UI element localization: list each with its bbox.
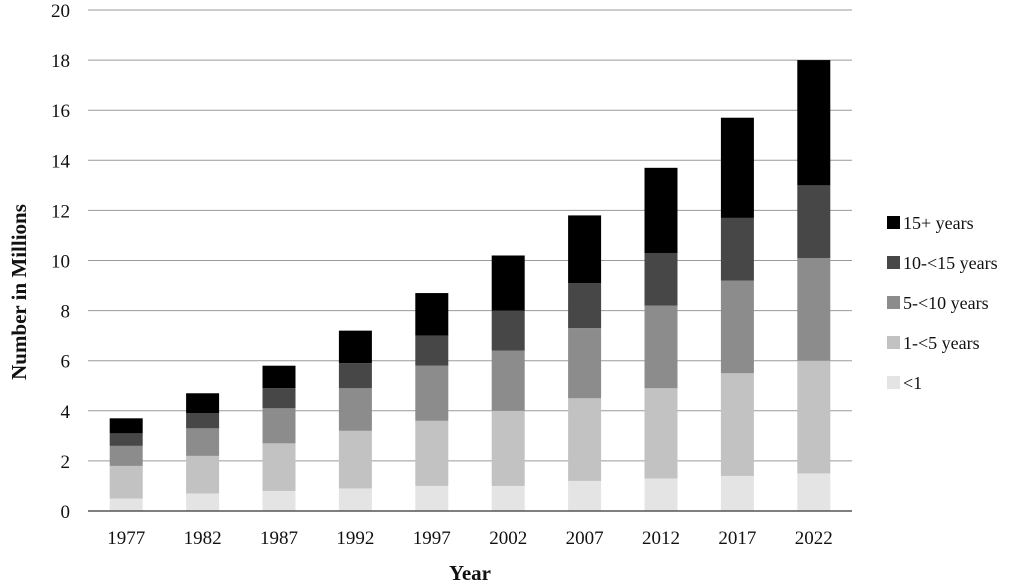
bar-segment xyxy=(415,365,449,421)
bar-segment xyxy=(415,335,449,366)
bar-segment xyxy=(720,280,754,374)
bar-segment xyxy=(262,408,296,444)
bar-segment xyxy=(644,167,678,253)
y-tick-label: 16 xyxy=(51,101,70,122)
y-tick-label: 18 xyxy=(51,51,70,72)
bar-segment xyxy=(262,388,296,409)
bar-segment xyxy=(797,185,831,258)
x-tick-label: 1987 xyxy=(260,528,298,549)
bar-segment xyxy=(338,330,372,364)
legend-entry: 1-<5 years xyxy=(887,333,980,353)
bar-segment xyxy=(797,257,831,361)
bar-segment xyxy=(109,433,143,446)
x-tick-label: 2007 xyxy=(566,528,604,549)
legend-label: <1 xyxy=(903,373,922,393)
bar-segment xyxy=(338,363,372,389)
x-tick-label: 1992 xyxy=(336,528,374,549)
y-tick-label: 0 xyxy=(61,502,71,523)
bar-segment xyxy=(109,498,143,511)
x-tick-label: 2012 xyxy=(642,528,680,549)
bar-segment xyxy=(186,393,220,414)
bar-segment xyxy=(720,475,754,511)
bar-segment xyxy=(720,217,754,281)
bar-segment xyxy=(797,60,831,186)
y-tick-label: 10 xyxy=(51,252,70,273)
bar-segment xyxy=(415,485,449,511)
bar-segment xyxy=(720,373,754,476)
legend-entry: <1 xyxy=(887,373,922,393)
legend-swatch xyxy=(887,256,900,269)
x-tick-label: 2022 xyxy=(795,528,833,549)
bar-segment xyxy=(720,117,754,218)
bar-segment xyxy=(186,413,220,429)
legend-entry: 15+ years xyxy=(887,213,974,233)
bar-segment xyxy=(262,365,296,389)
legend: 15+ years 10-<15 years 5-<10 years 1-<5 yea… xyxy=(887,213,998,393)
legend-swatch xyxy=(887,296,900,309)
x-tick-label: 1977 xyxy=(107,528,145,549)
bar-segment xyxy=(109,445,143,466)
bar-segment xyxy=(186,455,220,494)
bar-segment xyxy=(568,328,602,399)
bar-segment xyxy=(568,283,602,329)
y-tick-label: 8 xyxy=(61,302,71,323)
bar-segment xyxy=(415,293,449,336)
bar-segment xyxy=(338,388,372,431)
bar-segment xyxy=(568,398,602,481)
bar-segment xyxy=(491,255,525,311)
x-tick-label: 1982 xyxy=(184,528,222,549)
bar-segment xyxy=(644,388,678,479)
legend-swatch xyxy=(887,216,900,229)
bar-segment xyxy=(644,478,678,511)
y-tick-label: 2 xyxy=(61,452,71,473)
bar-segment xyxy=(338,430,372,489)
bar-segment xyxy=(186,428,220,456)
bar-segment xyxy=(644,305,678,389)
bar-segment xyxy=(262,490,296,511)
legend-swatch xyxy=(887,376,900,389)
bar-segment xyxy=(338,488,372,511)
bar-segment xyxy=(491,310,525,351)
legend-swatch xyxy=(887,336,900,349)
bar-segment xyxy=(797,360,831,474)
x-axis-label: Year xyxy=(449,561,491,584)
x-tick-label: 2002 xyxy=(489,528,527,549)
bar-segment xyxy=(568,480,602,511)
y-axis-ticks: 0 2 4 6 8 10 12 14 16 18 20 xyxy=(51,1,71,523)
bar-segment xyxy=(491,350,525,411)
legend-label: 15+ years xyxy=(903,213,974,233)
bar-segment xyxy=(262,443,296,491)
legend-label: 1-<5 years xyxy=(903,333,980,353)
bar-segment xyxy=(491,485,525,511)
x-tick-label: 2017 xyxy=(718,528,756,549)
bar-segment xyxy=(186,493,220,511)
bar-segment xyxy=(491,410,525,486)
y-tick-label: 6 xyxy=(61,352,71,373)
y-tick-label: 20 xyxy=(51,1,70,22)
y-tick-label: 14 xyxy=(51,151,71,172)
bar-segment xyxy=(568,215,602,284)
y-tick-label: 12 xyxy=(51,201,70,222)
x-axis-ticks: 1977 1982 1987 1992 1997 2002 2007 2012 2017 2022 xyxy=(107,528,833,549)
bar-segment xyxy=(644,252,678,306)
y-tick-label: 4 xyxy=(61,402,71,423)
bar-segment xyxy=(109,465,143,499)
bar-segment xyxy=(415,420,449,486)
legend-label: 5-<10 years xyxy=(903,293,989,313)
bars xyxy=(109,60,831,511)
bar-segment xyxy=(109,418,143,434)
y-axis-label: Number in Millions xyxy=(7,204,31,380)
legend-label: 10-<15 years xyxy=(903,253,998,273)
x-tick-label: 1997 xyxy=(413,528,451,549)
legend-entry: 10-<15 years xyxy=(887,253,998,273)
bar-segment xyxy=(797,473,831,511)
legend-entry: 5-<10 years xyxy=(887,293,989,313)
